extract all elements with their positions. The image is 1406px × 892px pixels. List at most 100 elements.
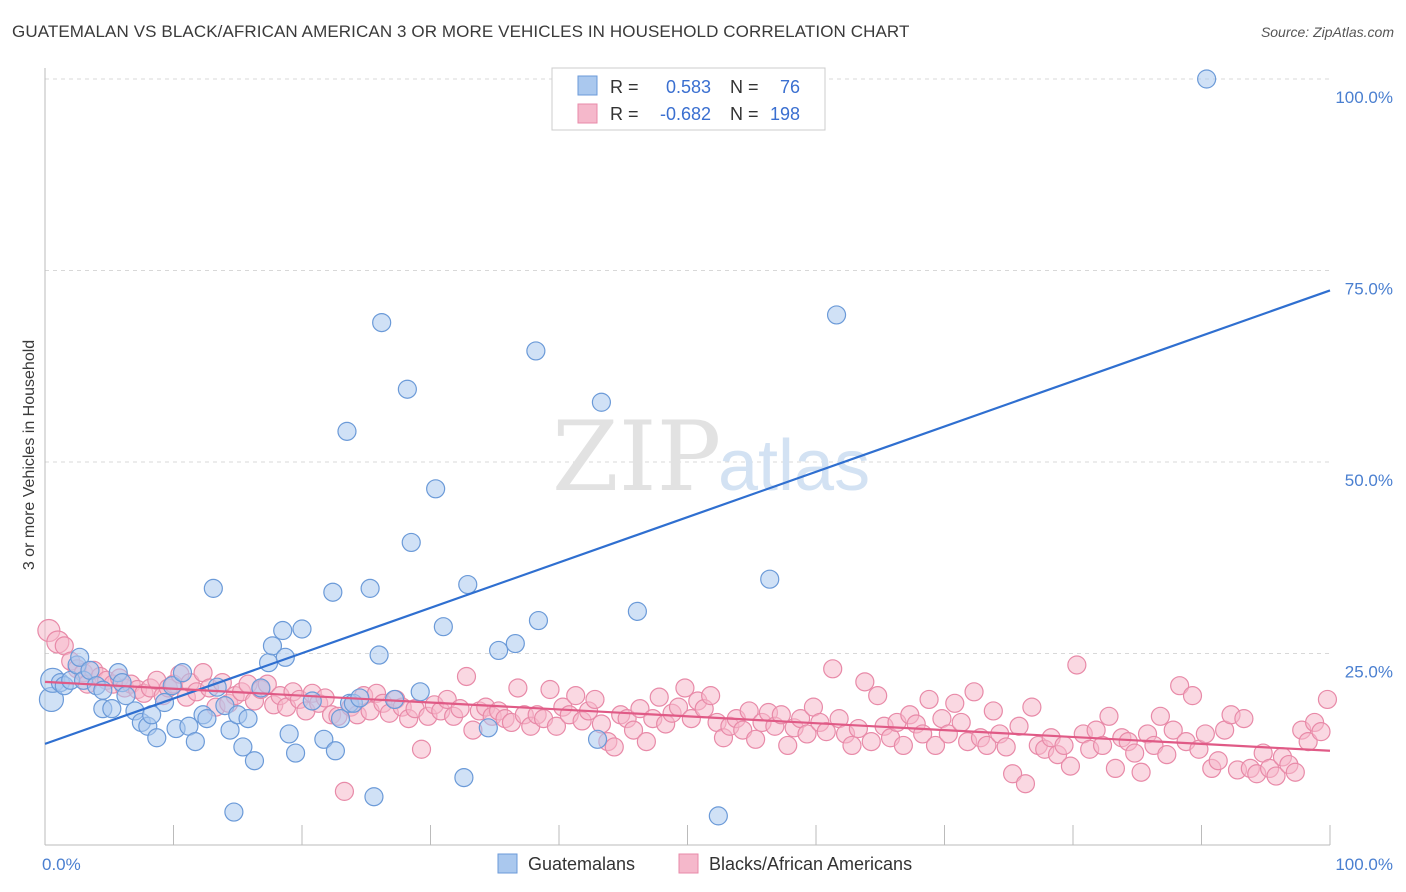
watermark-atlas: atlas [718,426,870,506]
black-african-american-point [964,682,984,702]
black-african-american-point [842,735,862,756]
black-african-american-point [1317,689,1338,710]
legend-bottom-swatch-blacks [678,853,699,874]
y-tick-label: 75.0% [1345,280,1393,299]
black-african-american-point [566,686,586,706]
guatemalan-point [397,379,417,399]
guatemalan-point [162,676,182,696]
guatemalan-point [505,633,525,654]
legend-bottom-label-guatemalans: Guatemalans [528,854,635,874]
x-tick-label: 0.0% [42,855,81,874]
black-african-american-point [508,678,528,698]
black-african-american-point [1163,720,1183,740]
guatemalan-point [197,709,217,729]
black-african-american-point [919,689,939,710]
trend-lines [44,289,1331,752]
guatemalan-point [426,479,446,499]
guatemalan-point [273,620,293,641]
guatemalan-point [433,617,453,637]
black-african-american-point [977,735,997,756]
guatemalan-point [708,806,728,826]
black-african-american-point [1157,745,1177,765]
guatemalan-point [587,729,608,749]
guatemalan-point [147,728,167,748]
black-african-american-point [540,679,560,700]
black-african-american-point [1015,774,1036,794]
grid-lines [45,78,1330,654]
series-legend: Guatemalans Blacks/African Americans [497,853,912,874]
legend-n-value-guatemalans: 76 [780,77,800,97]
black-african-american-point [546,716,567,736]
black-african-american-point [585,689,605,710]
guatemalan-point [172,663,193,683]
guatemalan-point [220,720,240,740]
legend-r-value-blacks: -0.682 [660,104,711,124]
guatemalan-point [627,601,647,621]
black-african-american-point [771,705,791,725]
guatemalan-point [314,729,334,749]
guatemalan-point [372,312,392,333]
guatemalan-point [262,636,283,656]
guatemalan-point [489,640,509,661]
black-african-american-point [1092,735,1113,756]
black-african-american-point [893,735,913,756]
guatemalan-point [323,582,343,602]
black-african-american-point [778,735,798,756]
legend-r-label-blacks: R = [610,104,639,124]
black-african-american-point [675,678,695,698]
guatemalan-point [102,699,122,719]
guatemalan-point [526,341,546,361]
legend-swatch-blacks [577,103,598,124]
guatemalan-point [458,574,478,595]
axes [44,68,1331,846]
trend-line-blacks [44,680,1331,752]
black-african-american-point [1208,751,1228,771]
black-african-american-point [797,724,817,744]
guatemalan-point [279,724,299,744]
guatemalan-point [364,787,384,807]
black-african-american-point [1054,735,1074,756]
guatemalan-point [454,767,474,788]
watermark-zip: ZIP [552,401,721,513]
black-african-american-point [861,731,881,752]
black-african-american-point [1195,724,1215,744]
guatemalan-point [233,737,253,757]
black-african-american-point [1311,722,1331,742]
black-african-american-point [1125,743,1145,763]
guatemalan-point [826,305,847,325]
black-african-american-point [1060,756,1081,776]
black-african-american-point [996,737,1016,757]
y-tick-labels: 100.0% 75.0% 50.0% 25.0% [1335,88,1393,682]
black-african-american-point [1285,762,1305,782]
guatemalan-point [302,691,322,711]
black-african-american-point [1131,762,1151,782]
y-axis-title: 3 or more Vehicles in Household [21,340,38,570]
guatemalan-point [330,709,351,729]
black-african-american-point [951,712,971,733]
guatemalan-point [401,532,421,553]
guatemalan-point [292,619,312,639]
guatemalan-point [238,709,258,729]
y-tick-label: 50.0% [1345,471,1393,490]
legend-n-label-blacks: N = [730,104,759,124]
chart-title: GUATEMALAN VS BLACK/AFRICAN AMERICAN 3 O… [12,22,910,41]
legend-n-label-guatemalans: N = [730,77,759,97]
black-african-american-point [604,737,624,757]
guatemalan-point [369,645,389,665]
legend-swatch-guatemalans [577,75,598,96]
trend-line-guatemalans [44,289,1331,745]
black-african-american-point [456,666,477,687]
y-tick-label: 100.0% [1335,88,1393,107]
black-african-american-point [1099,706,1119,726]
black-african-american-point [868,686,888,706]
black-african-american-point [945,693,965,713]
guatemalan-point [360,578,380,598]
y-tick-label: 25.0% [1345,663,1393,682]
black-african-american-point [334,781,355,801]
black-african-american-point [1266,766,1286,786]
guatemalan-point [203,578,223,598]
black-african-american-point [983,701,1003,721]
black-african-american-point [411,739,432,759]
black-african-american-point [1009,716,1029,736]
